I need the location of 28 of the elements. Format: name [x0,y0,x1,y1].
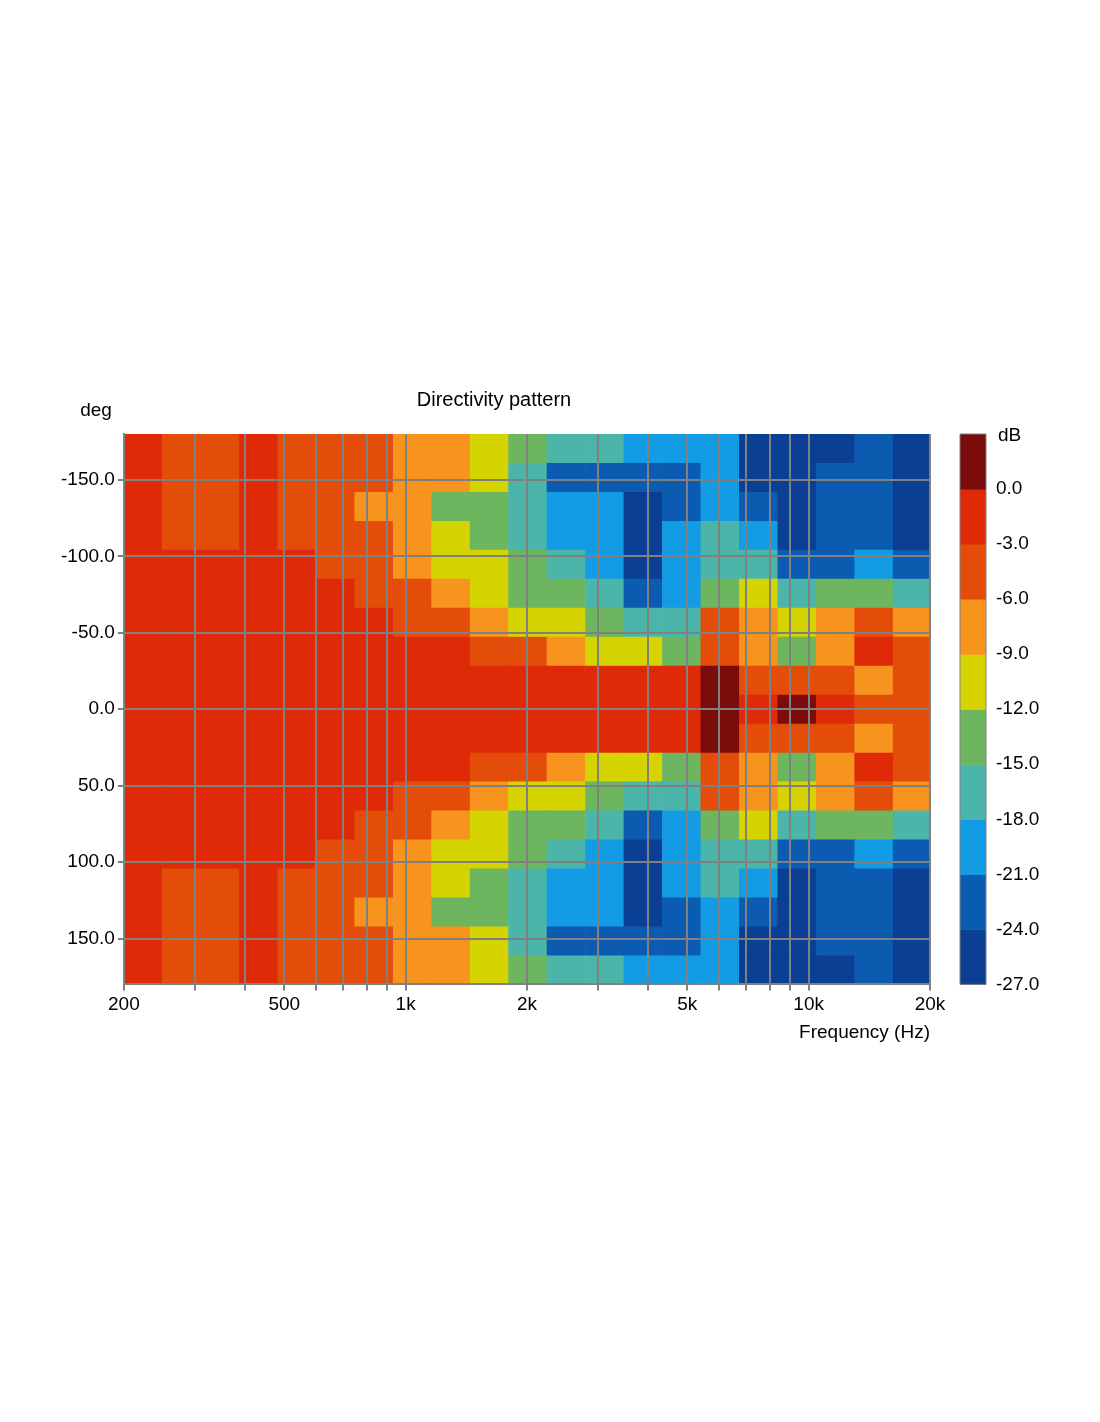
y-tick-label: -150.0 [61,468,115,490]
color-bar-label: -6.0 [996,587,1029,609]
x-tick-label: 500 [268,993,301,1015]
color-bar-label: -15.0 [996,752,1040,774]
color-bar-label: -12.0 [996,697,1040,719]
color-bar-label: 0.0 [996,477,1023,499]
x-tick-label: 10k [793,993,825,1015]
x-tick-label: 2k [516,993,538,1015]
x-tick-label: 20k [914,993,946,1015]
color-bar-label: -24.0 [996,917,1040,939]
x-tick-label: 1k [395,993,417,1015]
y-axis-title: deg [80,399,112,420]
x-tick-label: 5k [677,993,698,1015]
color-bar-title: dB [998,424,1022,446]
color-bar-label: -27.0 [996,972,1040,994]
y-tick-label: 100.0 [67,850,115,872]
y-tick-label: 0.0 [88,697,115,719]
y-tick-label: -50.0 [71,620,115,642]
color-bar-label: -21.0 [996,862,1040,884]
chart-title: Directivity pattern [416,387,572,410]
y-tick-label: 50.0 [77,773,115,795]
color-bar-label: -18.0 [996,807,1040,829]
x-tick-label: 200 [108,993,140,1015]
color-bar-label: -9.0 [996,642,1029,664]
y-tick-label: -100.0 [61,544,115,566]
x-axis-title: Frequency (Hz) [799,1020,930,1042]
y-tick-label: 150.0 [67,926,115,948]
color-bar-label: -3.0 [996,532,1029,554]
